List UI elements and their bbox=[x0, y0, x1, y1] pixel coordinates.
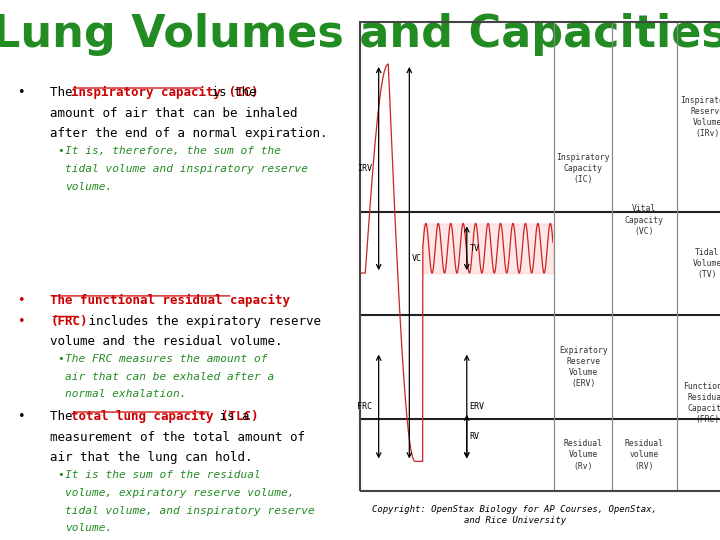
Text: Functional
Residual
Capacity
(FRC): Functional Residual Capacity (FRC) bbox=[683, 382, 720, 424]
Text: It is, therefore, the sum of the: It is, therefore, the sum of the bbox=[65, 146, 281, 156]
Bar bbox=[360, 22, 720, 491]
Text: Tidal
Volume
(TV): Tidal Volume (TV) bbox=[693, 248, 720, 279]
Text: Residual
volume
(RV): Residual volume (RV) bbox=[625, 440, 664, 470]
Text: measurement of the total amount of: measurement of the total amount of bbox=[50, 431, 305, 444]
Text: •: • bbox=[58, 146, 64, 156]
Text: It is the sum of the residual: It is the sum of the residual bbox=[65, 470, 261, 480]
Text: volume and the residual volume.: volume and the residual volume. bbox=[50, 335, 283, 348]
Text: FRC: FRC bbox=[357, 402, 372, 411]
Text: Copyright: OpenStax Biology for AP Courses, OpenStax,
and Rice University: Copyright: OpenStax Biology for AP Cours… bbox=[372, 505, 657, 525]
Text: •: • bbox=[18, 410, 25, 423]
Bar bbox=[360, 22, 720, 491]
Text: •: • bbox=[18, 294, 25, 307]
Text: includes the expiratory reserve: includes the expiratory reserve bbox=[81, 315, 320, 328]
Text: Inspiratory
Reserve
Volume
(IRv): Inspiratory Reserve Volume (IRv) bbox=[680, 96, 720, 138]
Text: air that can be exhaled after a: air that can be exhaled after a bbox=[65, 372, 274, 382]
Text: is a: is a bbox=[212, 410, 249, 423]
Text: •: • bbox=[18, 86, 25, 99]
Text: after the end of a normal expiration.: after the end of a normal expiration. bbox=[50, 127, 328, 140]
Text: •: • bbox=[58, 354, 64, 364]
Text: total lung capacity (TLC): total lung capacity (TLC) bbox=[71, 410, 258, 423]
Text: normal exhalation.: normal exhalation. bbox=[65, 389, 186, 400]
Text: Expiratory
Reserve
Volume
(ERV): Expiratory Reserve Volume (ERV) bbox=[559, 346, 608, 388]
Text: inspiratory capacity (IC): inspiratory capacity (IC) bbox=[71, 86, 258, 99]
Text: Lung Volumes and Capacities: Lung Volumes and Capacities bbox=[0, 14, 720, 57]
Text: volume.: volume. bbox=[65, 523, 112, 534]
Text: volume, expiratory reserve volume,: volume, expiratory reserve volume, bbox=[65, 488, 294, 498]
Text: tidal volume, and inspiratory reserve: tidal volume, and inspiratory reserve bbox=[65, 505, 315, 516]
Text: volume.: volume. bbox=[65, 181, 112, 192]
Text: IRV: IRV bbox=[357, 164, 372, 173]
Text: air that the lung can hold.: air that the lung can hold. bbox=[50, 451, 253, 464]
Text: ERV: ERV bbox=[469, 402, 485, 411]
Text: tidal volume and inspiratory reserve: tidal volume and inspiratory reserve bbox=[65, 164, 308, 174]
Text: The functional residual capacity: The functional residual capacity bbox=[50, 294, 290, 307]
Text: (FRC): (FRC) bbox=[50, 315, 88, 328]
Text: The FRC measures the amount of: The FRC measures the amount of bbox=[65, 354, 267, 364]
Text: Residual
Volume
(Rv): Residual Volume (Rv) bbox=[564, 440, 603, 470]
Text: is the: is the bbox=[204, 86, 256, 99]
Text: The: The bbox=[50, 410, 81, 423]
Text: VC: VC bbox=[412, 254, 422, 263]
Text: Vital
Capacity
(VC): Vital Capacity (VC) bbox=[625, 205, 664, 235]
Text: Inspiratory
Capacity
(IC): Inspiratory Capacity (IC) bbox=[557, 153, 610, 184]
Text: RV: RV bbox=[469, 432, 480, 441]
Text: TV: TV bbox=[469, 244, 480, 253]
Text: The: The bbox=[50, 86, 81, 99]
Text: •: • bbox=[18, 315, 25, 328]
Text: •: • bbox=[58, 470, 64, 480]
Text: amount of air that can be inhaled: amount of air that can be inhaled bbox=[50, 107, 298, 120]
